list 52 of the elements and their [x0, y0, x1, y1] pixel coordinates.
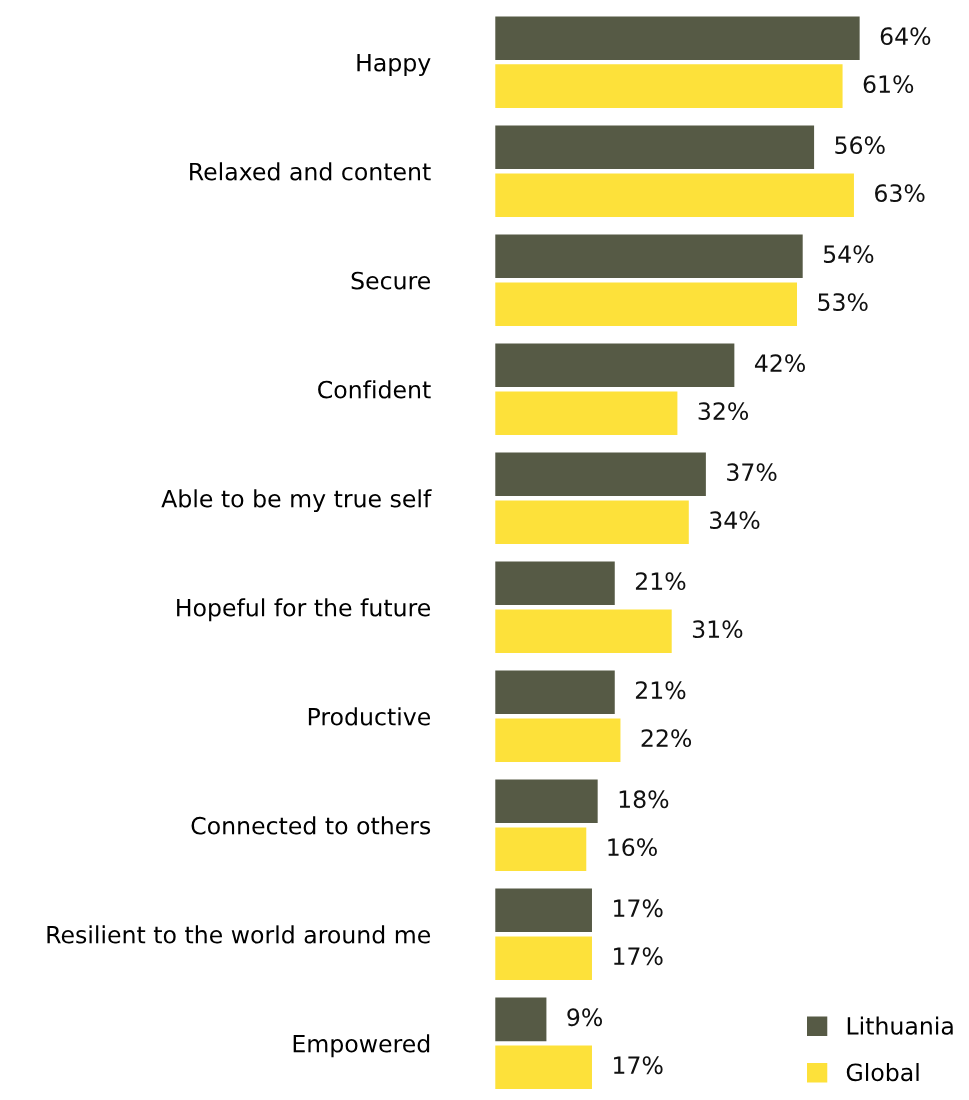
- data-label: 21%: [635, 681, 686, 700]
- bar: [495, 452, 706, 497]
- bar: [495, 670, 615, 715]
- data-label: 34%: [710, 511, 760, 530]
- y-tick-label: Relaxed and content: [190, 162, 431, 181]
- data-label: 56%: [835, 136, 885, 155]
- y-tick-label: Resilient to the world around me: [47, 925, 431, 944]
- bar: [495, 1045, 592, 1090]
- data-label: 42%: [754, 354, 805, 373]
- bar: [495, 936, 592, 981]
- bar: [495, 609, 672, 654]
- legend-label: Global: [846, 1062, 919, 1082]
- y-tick-label: Empowered: [293, 1034, 430, 1058]
- data-label: 9%: [567, 1008, 603, 1027]
- bar: [495, 173, 854, 217]
- data-label: 22%: [641, 729, 692, 748]
- bar: [495, 997, 547, 1042]
- data-label: 16%: [608, 838, 657, 857]
- y-tick-label: Secure: [351, 271, 431, 290]
- y-tick-label: Productive: [308, 707, 431, 726]
- bar: [495, 234, 803, 279]
- bar: [495, 343, 735, 388]
- bar: [495, 779, 598, 824]
- data-label: 61%: [863, 75, 914, 94]
- data-label: 54%: [823, 245, 874, 264]
- data-label: 31%: [692, 620, 743, 639]
- data-label: 32%: [698, 402, 749, 421]
- y-tick-label: Happy: [357, 53, 431, 77]
- bar: [495, 16, 860, 61]
- data-label: 21%: [635, 572, 686, 591]
- bar: [495, 718, 621, 763]
- data-label: 17%: [614, 899, 663, 918]
- data-label: 17%: [614, 1056, 663, 1075]
- y-tick-label: Connected to others: [191, 816, 431, 835]
- bar: [495, 64, 843, 108]
- legend-label: Lithuania: [847, 1016, 953, 1035]
- bar: [495, 125, 815, 170]
- y-tick-label: Confident: [318, 380, 431, 399]
- data-label: 37%: [727, 463, 777, 482]
- data-label: 17%: [614, 947, 663, 966]
- bar: [495, 500, 689, 545]
- bar: [495, 561, 615, 606]
- data-label: 53%: [818, 293, 868, 312]
- y-tick-label: Hopeful for the future: [177, 598, 431, 622]
- bar: [495, 391, 678, 436]
- data-label: 64%: [880, 27, 931, 46]
- data-label: 18%: [619, 790, 669, 809]
- bar: [495, 827, 587, 872]
- y-tick-label: Able to be my true self: [161, 489, 432, 513]
- data-label: 63%: [875, 184, 925, 203]
- bar: [495, 888, 592, 933]
- bar: [495, 282, 797, 326]
